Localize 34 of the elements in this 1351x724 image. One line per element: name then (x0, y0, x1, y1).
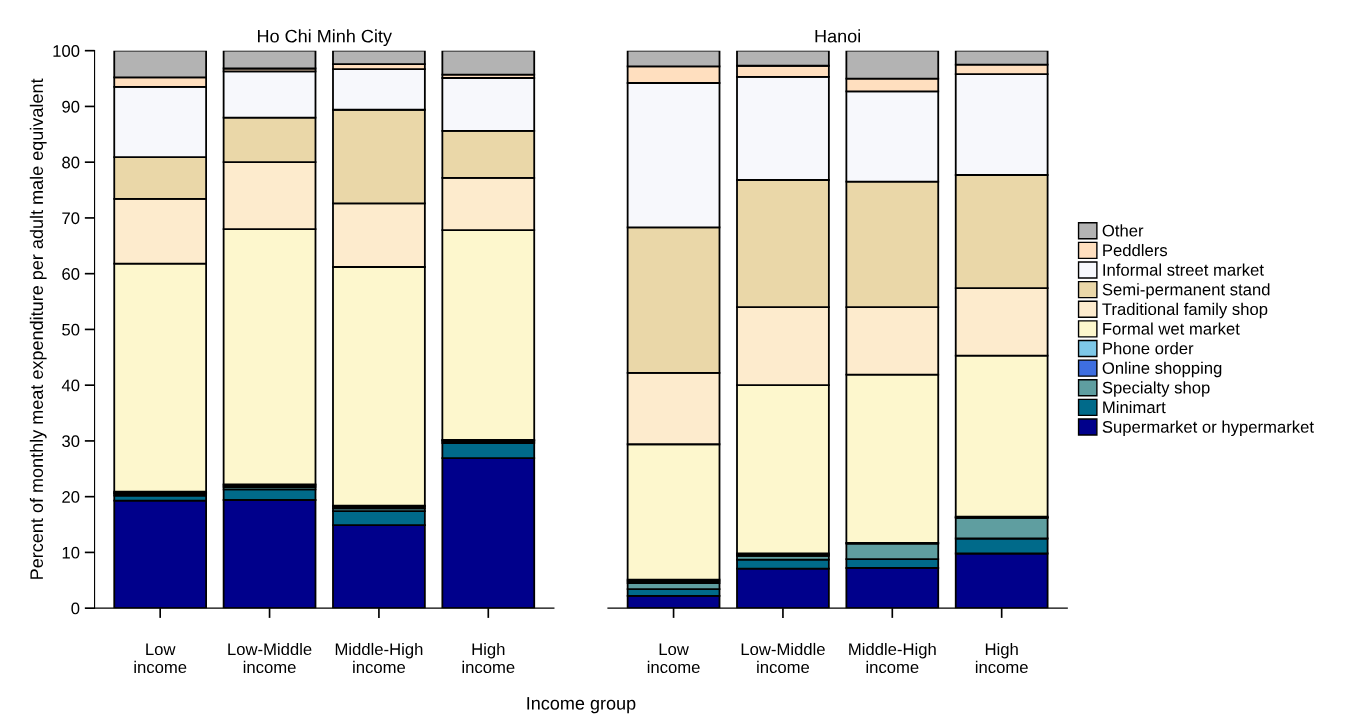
y-tick-label: 20 (62, 491, 80, 503)
legend-label: Informal street market (1103, 263, 1264, 276)
legend-label: Peddlers (1103, 243, 1168, 257)
x-tick-label: Low-Middle income (741, 642, 825, 674)
x-tick-label: Low income (647, 643, 700, 674)
legend-label: Online shopping (1102, 361, 1222, 378)
x-tick-label: Low-Middle income (228, 642, 312, 674)
x-axis-title: Income group (527, 697, 636, 714)
x-tick-label: Low income (134, 643, 187, 674)
y-tick-label: 90 (62, 100, 80, 113)
legend-label: Minimart (1103, 400, 1166, 414)
y-tick-label: 40 (61, 379, 80, 392)
y-axis-title: Percent of monthly meat expenditure per adult male equivalent (29, 78, 47, 579)
x-tick-label: Middle-High income (335, 642, 423, 674)
legend-label: Supermarket or hypermarket (1102, 420, 1314, 437)
y-tick-label: 10 (62, 546, 80, 559)
x-tick-label: High income (975, 642, 1028, 674)
legend-label: Semi-permanent stand (1102, 283, 1270, 299)
legend-label: Specialty shop (1102, 381, 1210, 397)
y-tick-label: 30 (62, 435, 80, 448)
y-tick-label: 0 (71, 602, 80, 615)
y-tick-label: 60 (62, 268, 80, 280)
legend-label: Traditional family shop (1102, 302, 1268, 319)
x-tick-label: High income (462, 642, 515, 674)
y-tick-label: 80 (62, 156, 80, 169)
y-tick-label: 100 (53, 45, 80, 57)
legend-label: Other (1102, 224, 1144, 237)
y-tick-label: 50 (62, 323, 80, 336)
legend-label: Phone order (1103, 342, 1194, 355)
x-tick-label: Middle-High income (849, 642, 936, 674)
legend-label: Formal wet market (1103, 322, 1240, 335)
chart-title: Ho Chi Minh City (258, 29, 392, 47)
chart-title: Hanoi (815, 29, 860, 43)
y-tick-label: 70 (62, 212, 80, 225)
